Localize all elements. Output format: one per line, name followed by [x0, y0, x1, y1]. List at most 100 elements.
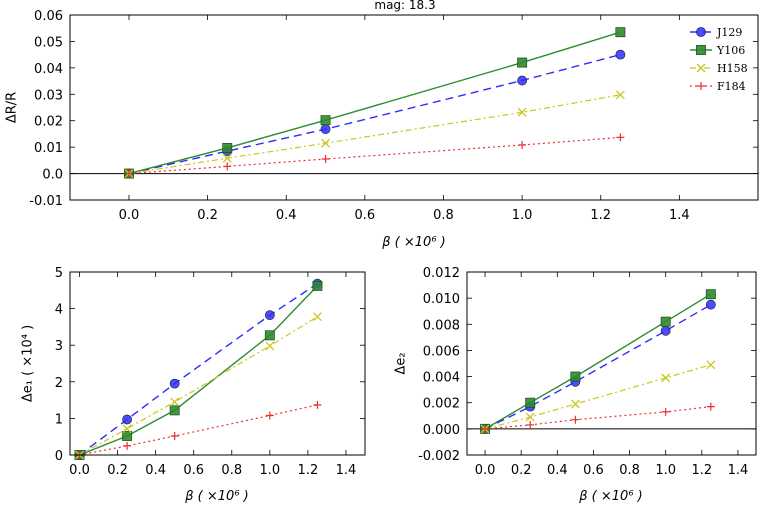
y-axis-label: Δe₂ — [394, 352, 409, 374]
plot-frame — [466, 271, 757, 456]
figure-title: mag: 18.3 — [374, 0, 435, 12]
series-line-y106 — [484, 293, 712, 430]
legend-label-y106: Y106 — [716, 44, 745, 57]
x-tick-label: 1.4 — [728, 463, 749, 478]
y-tick-label: 0.06 — [34, 9, 63, 24]
data-point-h158 — [321, 138, 331, 148]
data-point-j129 — [705, 299, 716, 310]
series-line-y106 — [128, 31, 621, 175]
x-tick-label: 1.0 — [512, 208, 533, 223]
data-point-h158 — [661, 373, 671, 383]
y-tick-label: -0.002 — [418, 449, 460, 464]
y-tick-label: 0.03 — [34, 88, 63, 103]
data-point-y106 — [517, 57, 528, 68]
x-axis-label: β ( ×10⁶ ) — [578, 489, 642, 504]
x-tick-label: 1.2 — [590, 208, 611, 223]
plot-frame — [69, 14, 759, 201]
data-point-j129 — [264, 310, 275, 321]
y-axis-label: Δe₁ ( ×10⁴ ) — [21, 325, 36, 402]
panel-top-delta-r: -0.01 0.0 0.01 0.02 0.03 0.04 0.05 0.06 0.0 0.2 0.… — [5, 9, 759, 250]
data-point-y106 — [320, 115, 331, 126]
x-tick-label: 1.4 — [669, 208, 690, 223]
y-axis-label: ΔR/R — [5, 92, 20, 123]
x-tick-label: 0.0 — [69, 463, 90, 478]
x-tick-label: 0.8 — [221, 463, 242, 478]
y-tick-label: 0.006 — [423, 344, 460, 359]
y-tick-label: 0.0 — [42, 168, 63, 183]
y-tick-label: 0.004 — [423, 371, 460, 386]
series-line-j129 — [79, 283, 318, 456]
data-point-f184 — [661, 407, 670, 416]
data-point-y106 — [525, 397, 536, 408]
data-point-h158 — [265, 341, 275, 351]
data-point-h158 — [170, 397, 180, 407]
data-point-j129 — [517, 75, 528, 86]
y-tick-label: 0.01 — [34, 141, 63, 156]
data-point-j129 — [169, 378, 180, 389]
x-tick-label: 1.0 — [259, 463, 280, 478]
data-point-f184 — [124, 169, 133, 178]
data-point-f184 — [265, 411, 274, 420]
data-point-h158 — [706, 360, 716, 370]
y-tick-label: 4 — [55, 303, 63, 318]
y-tick-label: 5 — [55, 266, 63, 281]
legend-marker-h158 — [696, 63, 706, 73]
x-axis-label: β ( ×10⁶ ) — [381, 235, 445, 250]
x-tick-label: 0.6 — [583, 463, 604, 478]
data-point-f184 — [321, 155, 330, 164]
panel-bottom-left-delta-e1: 0 1 2 3 4 5 0.0 0.2 0.4 0.6 0.8 1.0 1.2 1.4 β ( ×10⁶ )… — [21, 266, 366, 504]
x-tick-label: 1.0 — [655, 463, 676, 478]
y-tick-label: 1 — [55, 412, 63, 427]
y-tick-label: 0.05 — [34, 35, 63, 50]
x-tick-label: 1.2 — [691, 463, 712, 478]
legend-marker-f184 — [697, 82, 705, 90]
data-point-j129 — [660, 325, 671, 336]
y-tick-label: 0.008 — [423, 318, 460, 333]
x-tick-label: 0.4 — [145, 463, 166, 478]
y-tick-label: 0.002 — [423, 397, 460, 412]
data-point-h158 — [312, 312, 322, 322]
x-tick-label: 0.0 — [119, 208, 140, 223]
data-point-y106 — [122, 431, 133, 441]
series-line-h158 — [128, 94, 621, 175]
legend-label-f184: F184 — [717, 80, 746, 93]
x-tick-label: 1.2 — [298, 463, 319, 478]
data-point-f184 — [123, 441, 132, 450]
series-line-h158 — [484, 364, 711, 430]
x-tick-label: 0.8 — [619, 463, 640, 478]
data-point-h158 — [525, 412, 535, 422]
data-point-f184 — [616, 133, 625, 142]
legend-label-j129: J129 — [716, 26, 742, 39]
x-tick-label: 0.6 — [355, 208, 376, 223]
data-point-y106 — [264, 330, 275, 341]
data-point-f184 — [170, 431, 179, 440]
data-point-f184 — [518, 141, 527, 150]
data-point-y106 — [222, 142, 233, 153]
y-tick-label: 0.000 — [423, 423, 460, 438]
x-tick-label: 0.6 — [183, 463, 204, 478]
x-tick-label: 0.8 — [433, 208, 454, 223]
series-line-f184 — [79, 404, 318, 456]
x-tick-label: 0.2 — [107, 463, 128, 478]
x-tick-label: 0.4 — [276, 208, 297, 223]
y-tick-label: 0.02 — [34, 115, 63, 130]
x-tick-label: 0.0 — [475, 463, 496, 478]
data-point-j129 — [320, 124, 331, 135]
data-point-h158 — [615, 90, 625, 100]
x-axis-label: β ( ×10⁶ ) — [184, 489, 248, 504]
y-tick-label: 0 — [55, 449, 63, 464]
y-tick-label: 0.010 — [423, 292, 460, 307]
data-point-j129 — [615, 49, 626, 60]
y-tick-label: 2 — [55, 376, 63, 391]
x-tick-label: 1.4 — [336, 463, 357, 478]
data-point-y106 — [705, 289, 716, 300]
x-tick-label: 0.2 — [511, 463, 532, 478]
y-tick-label: 0.012 — [423, 266, 460, 281]
data-point-y106 — [169, 405, 180, 416]
data-point-h158 — [222, 153, 232, 163]
series-line-y106 — [79, 285, 318, 456]
data-point-h158 — [517, 107, 527, 117]
data-point-f184 — [706, 402, 715, 411]
data-point-j129 — [122, 414, 132, 425]
